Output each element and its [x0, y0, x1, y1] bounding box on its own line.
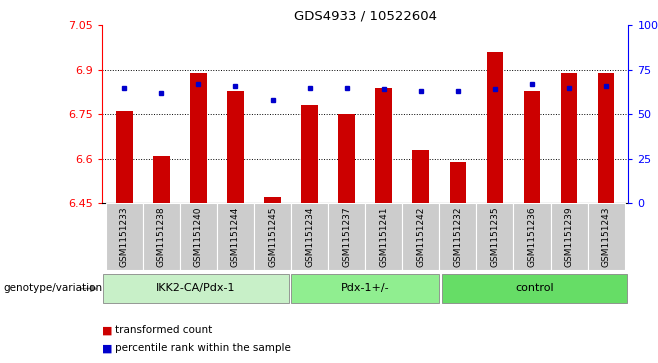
Bar [551, 203, 588, 270]
Bar [365, 203, 402, 270]
Text: GSM1151238: GSM1151238 [157, 207, 166, 267]
Text: GSM1151234: GSM1151234 [305, 207, 314, 267]
Bar [402, 203, 440, 270]
Bar [588, 203, 624, 270]
Text: ■: ■ [102, 343, 113, 354]
Text: GSM1151244: GSM1151244 [231, 207, 240, 267]
Bar [487, 52, 503, 203]
Bar [442, 274, 627, 303]
Bar [291, 274, 440, 303]
Bar [103, 274, 289, 303]
Text: transformed count: transformed count [115, 325, 213, 335]
Text: GSM1151236: GSM1151236 [528, 207, 536, 267]
Text: GSM1151239: GSM1151239 [565, 207, 574, 267]
Text: GSM1151235: GSM1151235 [490, 207, 499, 267]
Bar [524, 91, 540, 203]
Bar [413, 150, 429, 203]
Bar [143, 203, 180, 270]
Text: percentile rank within the sample: percentile rank within the sample [115, 343, 291, 354]
Bar [217, 203, 254, 270]
Bar [598, 73, 615, 203]
Bar [291, 203, 328, 270]
Bar [227, 91, 243, 203]
Bar [180, 203, 217, 270]
Text: GDS4933 / 10522604: GDS4933 / 10522604 [293, 9, 437, 22]
Bar [254, 203, 291, 270]
Bar [106, 203, 143, 270]
Bar [338, 114, 355, 203]
Text: GSM1151243: GSM1151243 [601, 207, 611, 267]
Text: GSM1151245: GSM1151245 [268, 207, 277, 267]
Text: Pdx-1+/-: Pdx-1+/- [341, 283, 390, 293]
Text: GSM1151237: GSM1151237 [342, 207, 351, 267]
Bar [449, 162, 467, 203]
Text: GSM1151241: GSM1151241 [379, 207, 388, 267]
Bar [561, 73, 578, 203]
Bar [476, 203, 513, 270]
Bar [375, 87, 392, 203]
Text: GSM1151233: GSM1151233 [120, 207, 129, 267]
Bar [301, 105, 318, 203]
Bar [116, 111, 132, 203]
Text: GSM1151232: GSM1151232 [453, 207, 463, 267]
Bar [153, 156, 170, 203]
Bar [513, 203, 551, 270]
Text: GSM1151242: GSM1151242 [417, 207, 425, 267]
Text: genotype/variation: genotype/variation [3, 283, 103, 293]
Text: IKK2-CA/Pdx-1: IKK2-CA/Pdx-1 [156, 283, 236, 293]
Text: control: control [515, 283, 553, 293]
Text: ■: ■ [102, 325, 113, 335]
Bar [190, 73, 207, 203]
Bar [328, 203, 365, 270]
Text: GSM1151240: GSM1151240 [194, 207, 203, 267]
Bar [440, 203, 476, 270]
Bar [264, 197, 281, 203]
